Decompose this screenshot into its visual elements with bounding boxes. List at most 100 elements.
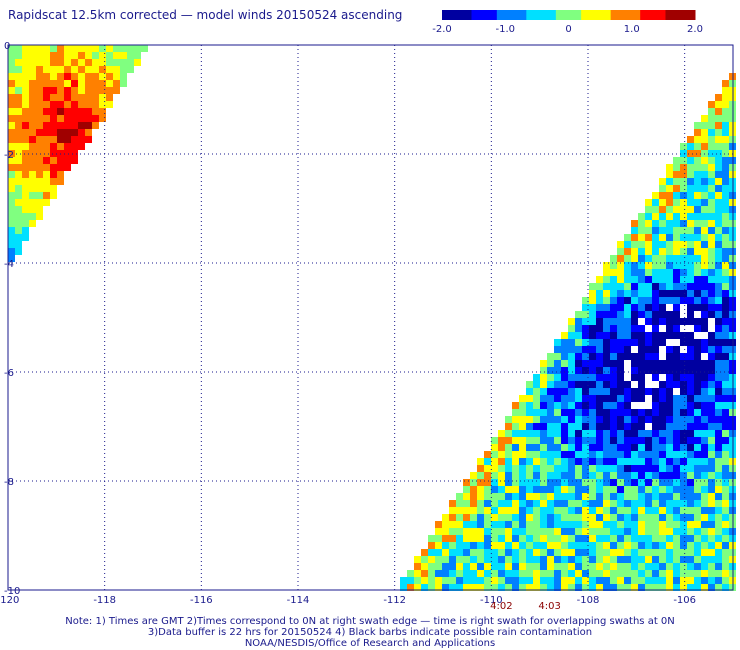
swath-cell bbox=[659, 549, 666, 556]
swath-cell bbox=[526, 584, 533, 591]
swath-cell bbox=[652, 318, 659, 325]
swath-cell bbox=[610, 500, 617, 507]
swath-cell bbox=[666, 528, 673, 535]
swath-cell bbox=[610, 283, 617, 290]
swath-cell bbox=[687, 556, 694, 563]
swath-cell bbox=[708, 507, 715, 514]
swath-cell bbox=[624, 423, 631, 430]
swath-cell bbox=[57, 157, 64, 164]
swath-cell bbox=[85, 87, 92, 94]
swath-cell bbox=[491, 465, 498, 472]
swath-cell bbox=[687, 479, 694, 486]
swath-cell bbox=[540, 486, 547, 493]
swath-cell bbox=[708, 444, 715, 451]
swath-cell bbox=[547, 535, 554, 542]
swath-cell bbox=[610, 528, 617, 535]
swath-cell bbox=[22, 101, 29, 108]
swath-cell bbox=[589, 430, 596, 437]
swath-cell bbox=[673, 423, 680, 430]
swath-cell bbox=[435, 563, 442, 570]
swath-cell bbox=[694, 325, 701, 332]
swath-cell bbox=[512, 556, 519, 563]
swath-cell bbox=[533, 416, 540, 423]
swath-cell bbox=[652, 283, 659, 290]
swath-cell bbox=[442, 521, 449, 528]
swath-cell bbox=[701, 388, 708, 395]
swath-cell bbox=[120, 52, 127, 59]
swath-cell bbox=[491, 584, 498, 591]
swath-cell bbox=[715, 122, 722, 129]
swath-cell bbox=[596, 360, 603, 367]
swath-cell bbox=[610, 276, 617, 283]
swath-cell bbox=[435, 528, 442, 535]
swath-cell bbox=[120, 45, 127, 52]
swath-cell bbox=[113, 52, 120, 59]
swath-cell bbox=[421, 570, 428, 577]
swath-cell bbox=[645, 472, 652, 479]
swath-cell bbox=[554, 570, 561, 577]
swath-cell bbox=[708, 458, 715, 465]
swath-cell bbox=[533, 570, 540, 577]
swath-cell bbox=[456, 577, 463, 584]
swath-cell bbox=[722, 367, 729, 374]
swath-cell bbox=[708, 157, 715, 164]
swath-cell bbox=[715, 136, 722, 143]
swath-cell bbox=[708, 234, 715, 241]
swath-cell bbox=[526, 458, 533, 465]
swath-cell bbox=[36, 115, 43, 122]
swath-cell bbox=[624, 409, 631, 416]
swath-cell bbox=[36, 87, 43, 94]
swath-cell bbox=[694, 269, 701, 276]
swath-cell bbox=[638, 388, 645, 395]
swath-cell bbox=[638, 409, 645, 416]
swath-cell bbox=[694, 437, 701, 444]
swath-cell bbox=[708, 360, 715, 367]
swath-cell bbox=[610, 549, 617, 556]
swath-cell bbox=[708, 479, 715, 486]
swath-cell bbox=[533, 521, 540, 528]
swath-cell bbox=[456, 514, 463, 521]
swath-cell bbox=[715, 577, 722, 584]
swath-cell bbox=[694, 248, 701, 255]
swath-cell bbox=[715, 570, 722, 577]
swath-cell bbox=[470, 514, 477, 521]
swath-cell bbox=[526, 556, 533, 563]
swath-cell bbox=[666, 325, 673, 332]
swath-cell bbox=[701, 143, 708, 150]
swath-cell bbox=[624, 570, 631, 577]
swath-cell bbox=[512, 479, 519, 486]
swath-cell bbox=[512, 472, 519, 479]
swath-cell bbox=[57, 45, 64, 52]
swath-cell bbox=[701, 269, 708, 276]
swath-cell bbox=[673, 437, 680, 444]
swath-cell bbox=[57, 129, 64, 136]
swath-cell bbox=[715, 500, 722, 507]
swath-cell bbox=[57, 178, 64, 185]
swath-cell bbox=[43, 115, 50, 122]
swath-cell bbox=[582, 332, 589, 339]
swath-cell bbox=[484, 521, 491, 528]
swath-cell bbox=[638, 416, 645, 423]
swath-cell bbox=[512, 493, 519, 500]
swath-cell bbox=[22, 136, 29, 143]
swath-cell bbox=[631, 535, 638, 542]
swath-cell bbox=[505, 465, 512, 472]
swath-cell bbox=[687, 570, 694, 577]
swath-cell bbox=[43, 150, 50, 157]
swath-cell bbox=[617, 444, 624, 451]
swath-cell bbox=[547, 507, 554, 514]
swath-cell bbox=[659, 178, 666, 185]
swath-cell bbox=[8, 150, 15, 157]
swath-cell bbox=[624, 388, 631, 395]
swath-cell bbox=[715, 416, 722, 423]
swath-cell bbox=[491, 535, 498, 542]
swath-cell bbox=[687, 458, 694, 465]
swath-cell bbox=[624, 486, 631, 493]
swath-cell bbox=[673, 465, 680, 472]
swath-cell bbox=[71, 80, 78, 87]
swath-cell bbox=[631, 374, 638, 381]
swath-cell bbox=[624, 535, 631, 542]
swath-cell bbox=[456, 556, 463, 563]
swath-cell bbox=[29, 59, 36, 66]
swath-cell bbox=[540, 479, 547, 486]
